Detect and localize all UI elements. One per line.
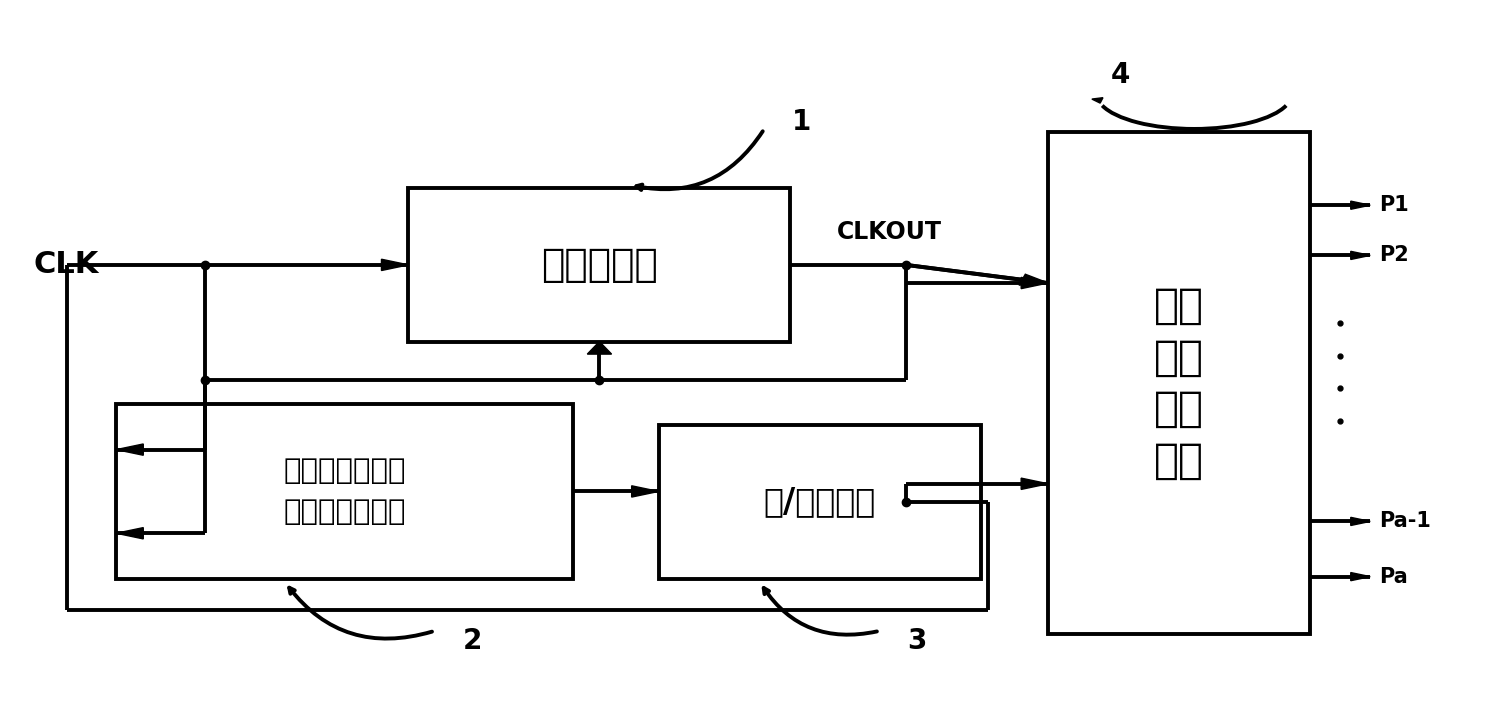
Polygon shape [1350,251,1370,260]
Polygon shape [1048,132,1311,634]
Text: 4: 4 [1110,60,1129,89]
Polygon shape [632,486,659,497]
Polygon shape [381,260,408,270]
Polygon shape [659,425,981,579]
Text: CLK: CLK [33,250,100,279]
Text: 数字延迟线: 数字延迟线 [541,246,658,284]
Polygon shape [116,444,144,455]
Polygon shape [1021,478,1048,489]
Polygon shape [116,528,144,539]
Text: 时钟
相位
运算
电路: 时钟 相位 运算 电路 [1154,284,1204,482]
Text: Pa-1: Pa-1 [1379,511,1430,531]
Polygon shape [1092,97,1102,103]
Text: 加/减计数器: 加/减计数器 [764,486,875,518]
Text: 2: 2 [463,627,482,656]
Text: P1: P1 [1379,196,1409,215]
Polygon shape [1350,572,1370,581]
Polygon shape [408,188,791,341]
Text: P2: P2 [1379,245,1409,265]
Text: 具有错误锁定纠
正机制的鉴相器: 具有错误锁定纠 正机制的鉴相器 [284,457,407,526]
Text: 3: 3 [907,627,927,656]
Polygon shape [1350,518,1370,525]
Polygon shape [1019,274,1048,285]
Text: 1: 1 [792,108,812,136]
Text: Pa: Pa [1379,567,1408,587]
Text: CLKOUT: CLKOUT [836,220,942,244]
Polygon shape [1021,277,1048,289]
Polygon shape [587,341,611,354]
Polygon shape [1350,201,1370,209]
Polygon shape [116,405,573,579]
